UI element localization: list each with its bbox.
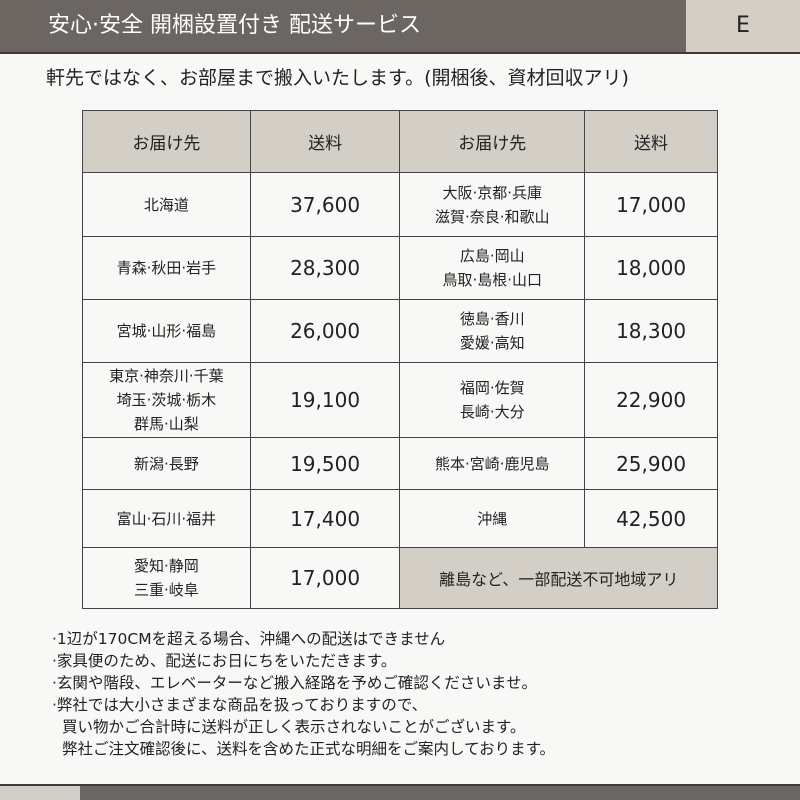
subtitle: 軒先ではなく、お部屋まで搬入いたします。(開梱後、資材回収アリ) bbox=[46, 67, 629, 89]
fee-cell: 18,300 bbox=[584, 299, 718, 363]
destination-cell: 新潟·長野 bbox=[82, 437, 251, 490]
fee-cell: 17,400 bbox=[249, 489, 401, 548]
table-row: 東京·神奈川·千葉 埼玉·茨城·栃木 群馬·山梨 19,100 福岡·佐賀 長崎·大分 22… bbox=[82, 362, 718, 438]
destination-cell: 徳島·香川愛媛·高知 bbox=[399, 299, 586, 363]
destination-line: 愛媛·高知 bbox=[459, 334, 525, 352]
destination-cell: 富山·石川·福井 bbox=[82, 489, 251, 548]
destination-line: 沖縄 bbox=[477, 509, 508, 528]
destination-cell: 東京·神奈川·千葉 埼玉·茨城·栃木 群馬·山梨 bbox=[82, 362, 251, 438]
destination-cell: 福岡·佐賀長崎·大分 bbox=[399, 362, 586, 438]
table-header-row: お届け先 送料 お届け先 送料 bbox=[82, 110, 718, 173]
destination-line: 群馬·山梨 bbox=[133, 415, 199, 433]
notes: ·1辺が170CMを超える場合、沖縄への配送はできません ·家具便のため、配送に… bbox=[52, 628, 555, 760]
destination-line: 富山·石川·福井 bbox=[116, 509, 217, 528]
note-item: ·家具便のため、配送にお日にちをいただきます。 bbox=[52, 652, 397, 670]
destination-line: 三重·岐阜 bbox=[133, 581, 199, 599]
fee-cell: 42,500 bbox=[584, 489, 718, 548]
destination-cell: 広島·岡山鳥取·島根·山口 bbox=[399, 236, 586, 300]
note-item: 弊社ご注文確認後に、送料を含めた正式な明細をご案内しております。 bbox=[62, 740, 556, 758]
fee-cell: 17,000 bbox=[584, 172, 718, 237]
destination-line: 鳥取·島根·山口 bbox=[442, 271, 543, 289]
shipping-fee-table: お届け先 送料 お届け先 送料 北海道 37,600 大阪·京都·兵庫 滋賀·奈良·和… bbox=[82, 110, 718, 609]
header-destination: お届け先 bbox=[399, 110, 586, 173]
fee-cell: 22,900 bbox=[584, 362, 718, 438]
destination-line: 大阪·京都·兵庫 bbox=[442, 183, 543, 202]
destination-line: 東京·神奈川·千葉 bbox=[109, 367, 224, 385]
destination-line: 宮城·山形·福島 bbox=[116, 322, 217, 340]
table-row: 新潟·長野 19,500 熊本·宮崎·鹿児島 25,900 bbox=[82, 437, 718, 490]
fee-cell: 18,000 bbox=[584, 236, 718, 300]
fee-cell: 19,500 bbox=[249, 437, 401, 490]
fee-cell: 19,100 bbox=[249, 362, 401, 438]
destination-cell: 熊本·宮崎·鹿児島 bbox=[399, 437, 586, 490]
destination-line: 北海道 bbox=[143, 195, 189, 214]
destination-cell: 北海道 bbox=[82, 172, 251, 237]
footer-bar bbox=[0, 784, 800, 800]
remote-island-note: 離島など、一部配送不可地域アリ bbox=[399, 547, 718, 609]
divider bbox=[0, 52, 800, 54]
table-row: 宮城·山形·福島 26,000 徳島·香川 愛媛·高知 18,300 bbox=[82, 299, 718, 363]
destination-line: 滋賀·奈良·和歌山 bbox=[435, 207, 550, 226]
table-row: 愛知·静岡 三重·岐阜 17,000 離島など、一部配送不可地域アリ bbox=[82, 547, 718, 609]
destination-cell: 大阪·京都·兵庫 滋賀·奈良·和歌山 bbox=[399, 172, 586, 237]
header-fee: 送料 bbox=[249, 110, 401, 173]
fee-cell: 37,600 bbox=[249, 172, 401, 237]
fee-cell: 17,000 bbox=[249, 547, 401, 609]
header-title: 安心·安全 開梱設置付き 配送サービス bbox=[0, 0, 686, 52]
fee-cell: 28,300 bbox=[249, 236, 401, 300]
destination-line: 愛知·静岡 bbox=[133, 557, 199, 575]
destination-line: 福岡·佐賀 bbox=[459, 379, 525, 397]
table-row: 北海道 37,600 大阪·京都·兵庫 滋賀·奈良·和歌山 17,000 bbox=[82, 172, 718, 237]
destination-line: 青森·秋田·岩手 bbox=[116, 259, 217, 277]
destination-line: 長崎·大分 bbox=[459, 403, 525, 421]
header-destination: お届け先 bbox=[82, 110, 251, 173]
destination-line: 広島·岡山 bbox=[459, 247, 525, 265]
note-item: ·1辺が170CMを超える場合、沖縄への配送はできません bbox=[52, 630, 446, 648]
note-item: 買い物かご合計時に送料が正しく表示されないことがございます。 bbox=[62, 718, 526, 736]
footer-accent bbox=[0, 786, 80, 800]
destination-line: 埼玉·茨城·栃木 bbox=[116, 391, 217, 409]
fee-cell: 25,900 bbox=[584, 437, 718, 490]
header-fee: 送料 bbox=[584, 110, 718, 173]
destination-cell: 沖縄 bbox=[399, 489, 586, 548]
destination-line: 新潟·長野 bbox=[133, 454, 199, 473]
destination-cell: 青森·秋田·岩手 bbox=[82, 236, 251, 300]
note-item: ·弊社では大小さまざまな商品を扱っておりますので、 bbox=[52, 696, 428, 714]
destination-line: 徳島·香川 bbox=[459, 310, 525, 328]
destination-line: 熊本·宮崎·鹿児島 bbox=[435, 454, 550, 473]
table-row: 青森·秋田·岩手 28,300 広島·岡山 鳥取·島根·山口 18,000 bbox=[82, 236, 718, 300]
destination-cell: 愛知·静岡三重·岐阜 bbox=[82, 547, 251, 609]
note-item: ·玄関や階段、エレベーターなど搬入経路を予めご確認くださいませ。 bbox=[52, 674, 537, 692]
destination-cell: 宮城·山形·福島 bbox=[82, 299, 251, 363]
fee-cell: 26,000 bbox=[249, 299, 401, 363]
header-badge: E bbox=[686, 0, 800, 52]
table-row: 富山·石川·福井 17,400 沖縄 42,500 bbox=[82, 489, 718, 548]
